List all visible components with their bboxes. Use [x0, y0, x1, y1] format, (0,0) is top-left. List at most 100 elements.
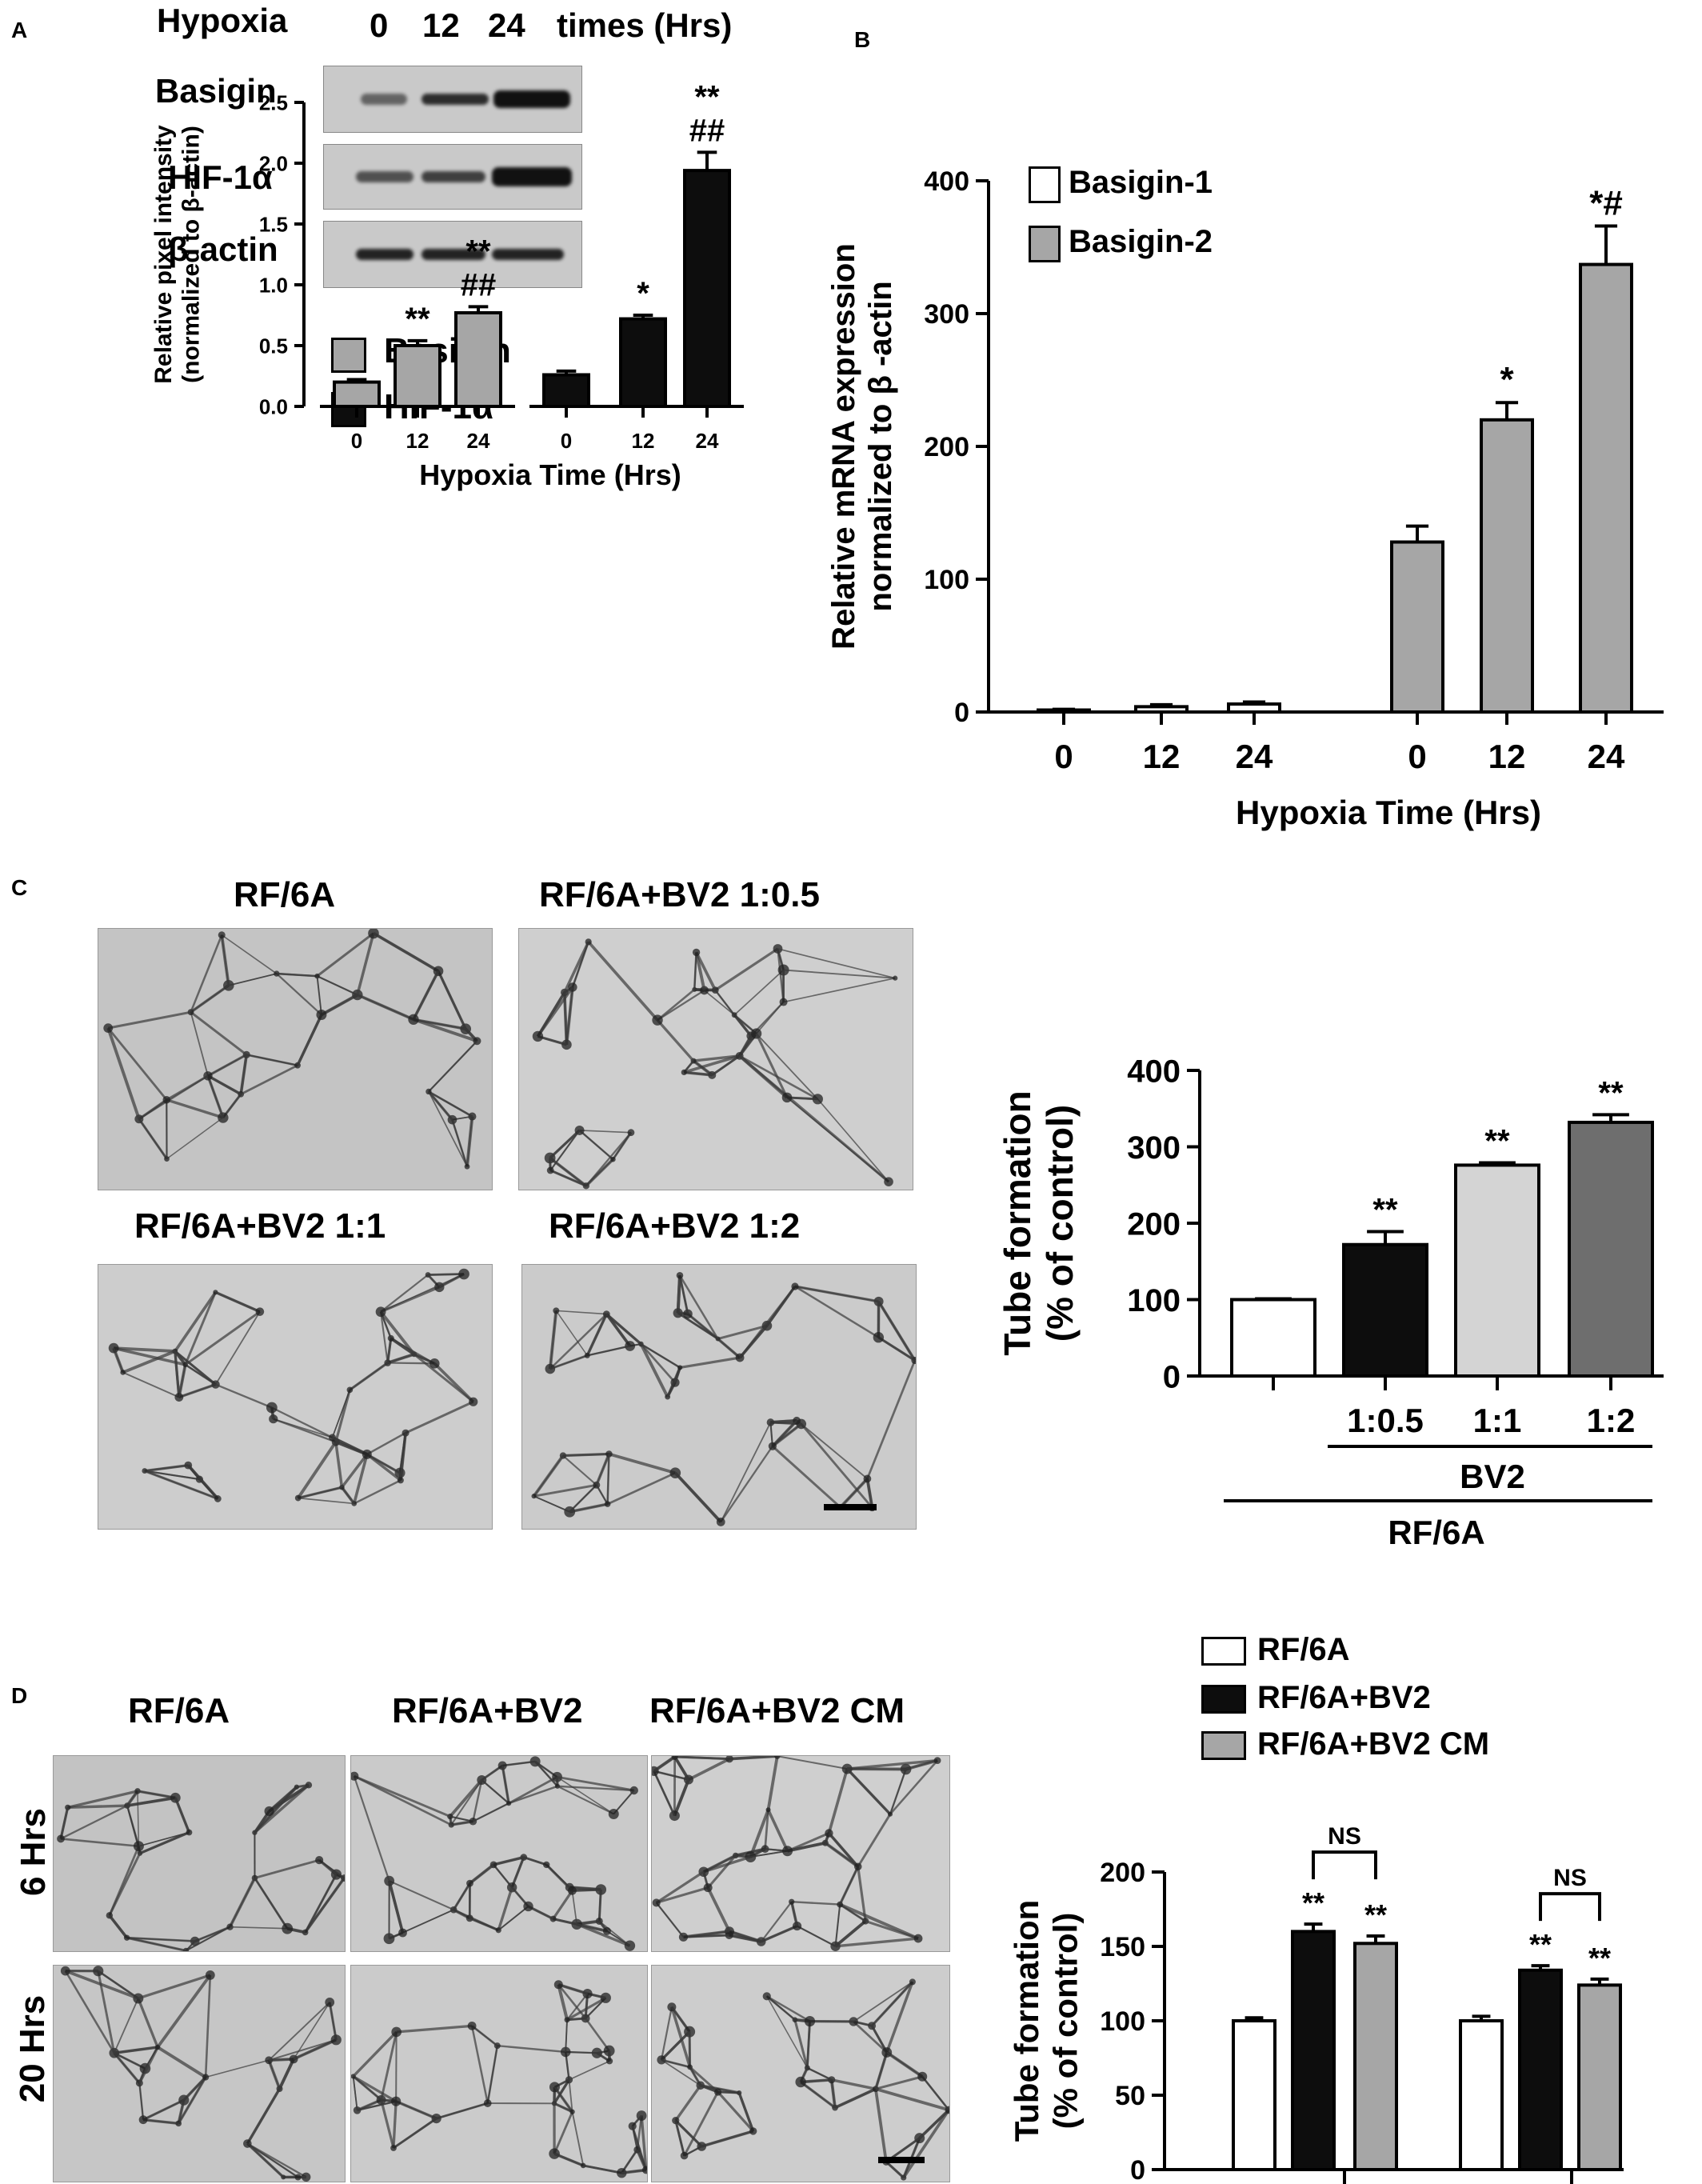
- bar: [1454, 1163, 1540, 1378]
- micrograph-network: [657, 1978, 949, 2181]
- bar: [1134, 705, 1189, 714]
- x-tick-label: 12: [406, 429, 429, 453]
- blot-row-label-beta-actin: β-actin: [168, 230, 278, 268]
- bar: [1230, 1298, 1316, 1378]
- x-tick-label: 24: [1236, 738, 1273, 775]
- micrograph-c-1-1: [98, 1264, 493, 1530]
- significance-marker: **: [1529, 1928, 1552, 1961]
- micrograph-d-6h-rf6a: [53, 1755, 346, 1952]
- bracket-label: NS: [1328, 1823, 1361, 1850]
- blot-header-hypoxia: Hypoxia: [157, 2, 288, 39]
- micro-col-title-d-3: RF/6A+BV2 CM: [649, 1691, 905, 1730]
- bar: [619, 317, 667, 408]
- legend-d-swatch-rf6a: [1201, 1637, 1246, 1666]
- micrograph-network: [351, 1980, 647, 2178]
- y-tick-label: 0: [1130, 2155, 1145, 2184]
- blot-header-time-0: 0: [370, 6, 389, 44]
- micrograph-network: [652, 1756, 941, 1951]
- bracket-label: NS: [1553, 1865, 1587, 1891]
- y-axis-label: (% of control): [1039, 1105, 1081, 1342]
- legend-d-label-bv2: RF/6A+BV2: [1257, 1680, 1431, 1715]
- bar: [1480, 418, 1534, 714]
- y-tick-label: 0.0: [259, 394, 288, 418]
- blot-header-time-12: 12: [422, 6, 460, 44]
- blot-band: [492, 167, 572, 186]
- blot-band: [422, 171, 485, 182]
- micrograph-network: [60, 1966, 342, 2182]
- micro-title-c-1: RF/6A: [234, 875, 336, 914]
- y-axis-label: (% of control): [1046, 1913, 1084, 2130]
- y-tick-label: 0.5: [259, 334, 288, 358]
- significance-marker: **: [1598, 1075, 1624, 1110]
- bar: [1459, 2019, 1504, 2171]
- micrograph-d-20h-cm: [651, 1965, 950, 2182]
- blot-band: [493, 90, 570, 108]
- micrograph-network: [103, 929, 481, 1170]
- blot-band: [356, 171, 414, 182]
- micro-title-c-4: RF/6A+BV2 1:2: [549, 1206, 801, 1246]
- y-tick-label: 100: [924, 565, 969, 595]
- scale-bar-d: [878, 2157, 925, 2163]
- y-tick-label: 1.0: [259, 273, 288, 297]
- y-tick-label: 300: [1127, 1130, 1181, 1166]
- significance-bracket: [1539, 1892, 1601, 1922]
- micrograph-network: [532, 938, 898, 1190]
- bar: [1568, 1120, 1654, 1378]
- legend-a-swatch-basigin: [331, 338, 366, 373]
- significance-marker: **: [694, 79, 720, 114]
- x-tick-label: 12: [632, 429, 655, 453]
- significance-marker: **: [1588, 1942, 1611, 1974]
- bar: [1353, 1942, 1398, 2172]
- micrograph-d-20h-bv2: [350, 1965, 648, 2182]
- y-tick-label: 0: [1163, 1359, 1181, 1394]
- legend-a-label-hif1a: HIF-1α: [384, 387, 494, 426]
- significance-marker: **: [1484, 1124, 1510, 1159]
- blot-band: [492, 249, 564, 260]
- blot-strip-beta-actin: [323, 221, 582, 288]
- legend-d-label-rf6a: RF/6A: [1257, 1632, 1350, 1667]
- micro-title-c-2: RF/6A+BV2 1:0.5: [539, 875, 820, 914]
- y-axis-label: Tube formation: [997, 1090, 1038, 1355]
- y-tick-label: 0: [954, 698, 969, 728]
- blot-band: [422, 249, 485, 260]
- panel-label-c: C: [11, 875, 28, 900]
- significance-marker: **: [1372, 1193, 1398, 1228]
- y-tick-label: 100: [1100, 2006, 1145, 2037]
- x-tick-label: 12: [1143, 738, 1181, 775]
- micrograph-c-1-0-5: [518, 928, 913, 1190]
- y-tick-label: 150: [1100, 1932, 1145, 1962]
- blot-header-times-hrs: times (Hrs): [557, 6, 733, 44]
- blot-header-time-24: 24: [488, 6, 525, 44]
- blot-strip-hif1a: [323, 144, 582, 210]
- bar: [1037, 708, 1091, 714]
- legend-a-label-basigin: Basigin: [384, 331, 511, 370]
- micro-row-title-d-20hrs: 20 Hrs: [13, 1994, 52, 2103]
- legend-b-label-basigin-1: Basigin-1: [1069, 165, 1213, 200]
- x-tick-label: 24: [467, 429, 490, 453]
- micrograph-network: [531, 1271, 916, 1526]
- y-axis-label: normalized to β -actin: [863, 281, 898, 611]
- x-axis-label: Hypoxia Time (Hrs): [1236, 794, 1541, 831]
- y-tick-label: 200: [1100, 1858, 1145, 1888]
- x-tick-label: 24: [1588, 738, 1625, 775]
- x-tick-label: 1:1: [1473, 1402, 1522, 1439]
- micrograph-network: [57, 1782, 345, 1951]
- micrograph-d-20h-rf6a: [53, 1965, 346, 2182]
- blot-row-label-hif1a: HIF-1α: [168, 158, 273, 196]
- x-tick-label: 0: [351, 429, 362, 453]
- y-tick-label: 200: [1127, 1206, 1181, 1242]
- micrograph-c-rf6a: [98, 928, 493, 1190]
- y-tick-label: 200: [924, 432, 969, 462]
- blot-band: [356, 249, 414, 260]
- legend-d-swatch-bv2: [1201, 1685, 1246, 1714]
- bar: [683, 169, 731, 408]
- legend-b-swatch-basigin-2: [1029, 226, 1061, 262]
- micrograph-network: [351, 1756, 638, 1951]
- bar: [1579, 262, 1633, 714]
- micrograph-d-6h-bv2: [350, 1755, 648, 1952]
- group-label-rf6a: RF/6A: [1388, 1514, 1484, 1551]
- micro-row-title-d-6hrs: 6 Hrs: [14, 1807, 53, 1897]
- x-tick-label: 12: [1488, 738, 1526, 775]
- panel-label-d: D: [11, 1683, 28, 1708]
- bar: [1577, 1983, 1622, 2172]
